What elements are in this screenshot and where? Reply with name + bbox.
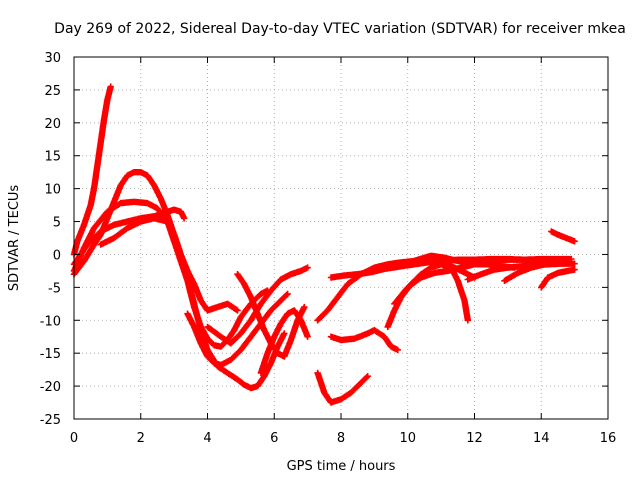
x-tick-label: 10 (399, 431, 416, 446)
y-tick-label: 5 (53, 216, 61, 231)
series-arc-3 (70, 169, 288, 392)
series-markers (97, 215, 241, 314)
y-tick-label: -5 (48, 281, 61, 296)
series-arc-16 (401, 252, 545, 268)
series-arc-5 (97, 215, 241, 314)
chart-title: Day 269 of 2022, Sidereal Day-to-day VTE… (54, 21, 626, 37)
series-markers (314, 369, 371, 406)
y-tick-label: 25 (44, 84, 61, 99)
series-arc-10 (314, 369, 371, 406)
y-axis-label: SDTVAR / TECUs (7, 185, 22, 292)
series-arc-9 (257, 307, 311, 377)
y-tick-label: 10 (44, 183, 61, 198)
x-axis-label: GPS time / hours (287, 459, 396, 474)
series-arc-20 (548, 228, 578, 245)
x-tick-label: 12 (466, 431, 483, 446)
series-arc-19 (538, 266, 578, 291)
x-tick-label: 8 (337, 431, 345, 446)
data-series (70, 83, 578, 406)
grid-lines (74, 57, 608, 419)
series-arc-11 (327, 326, 401, 354)
series-arc-7 (204, 264, 311, 347)
y-tick-label: -15 (40, 347, 61, 362)
x-tick-label: 14 (533, 431, 550, 446)
y-tick-label: 20 (44, 117, 61, 132)
y-tick-label: 30 (44, 51, 61, 66)
series-markers (327, 326, 401, 354)
series-markers (70, 169, 288, 392)
series-markers (538, 266, 578, 291)
series-markers (548, 228, 578, 245)
x-tick-label: 16 (600, 431, 617, 446)
series-arc-18 (501, 259, 575, 284)
y-tick-label: -25 (40, 413, 61, 428)
y-tick-label: 15 (44, 150, 61, 165)
axis-ticks: 0 2 4 6 8 10 12 14 16 -25 -20 -15 -10 -5 0 5 10 15 20 25 30 (40, 51, 617, 446)
y-tick-label: -10 (40, 314, 61, 329)
x-tick-label: 2 (137, 431, 145, 446)
x-tick-label: 4 (203, 431, 211, 446)
y-tick-label: 0 (53, 248, 61, 263)
series-arc-8 (234, 271, 308, 360)
x-tick-label: 6 (270, 431, 278, 446)
x-tick-label: 0 (70, 431, 78, 446)
y-tick-label: -20 (40, 380, 61, 395)
